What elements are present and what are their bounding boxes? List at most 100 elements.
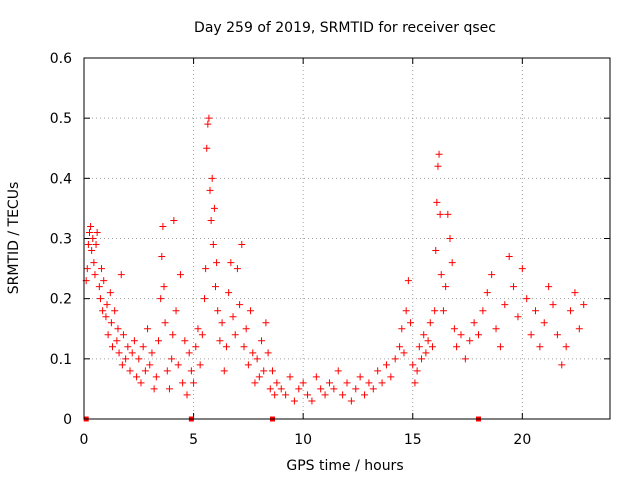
data-point: [141, 367, 149, 375]
data-point: [176, 271, 184, 279]
data-point: [172, 307, 180, 315]
data-point: [321, 391, 329, 399]
data-point: [352, 385, 360, 393]
data-point: [227, 259, 235, 267]
data-point: [470, 319, 478, 327]
data-point: [374, 367, 382, 375]
data-point: [88, 247, 96, 255]
data-point: [152, 373, 160, 381]
y-tick-label: 0.6: [50, 51, 72, 67]
data-point: [437, 271, 445, 279]
data-point: [96, 295, 104, 303]
data-point: [277, 385, 285, 393]
data-point: [247, 307, 255, 315]
data-point: [432, 247, 440, 255]
data-point: [466, 337, 474, 345]
data-point: [325, 379, 333, 387]
data-point: [334, 367, 342, 375]
data-point: [183, 391, 191, 399]
data-point: [258, 337, 266, 345]
data-point: [523, 295, 531, 303]
data-point: [431, 307, 439, 315]
data-point: [187, 367, 195, 375]
data-point: [113, 337, 121, 345]
data-point: [148, 349, 156, 357]
data-point: [222, 343, 230, 351]
data-point: [213, 259, 221, 267]
data-point: [111, 307, 119, 315]
data-point: [179, 379, 187, 387]
data-point: [157, 295, 165, 303]
data-point: [249, 349, 257, 357]
data-point: [190, 379, 198, 387]
data-point: [155, 337, 163, 345]
data-point: [210, 204, 218, 212]
data-point: [206, 186, 214, 194]
data-point: [130, 337, 138, 345]
data-point: [160, 283, 168, 291]
data-point: [356, 373, 364, 381]
data-point: [185, 349, 193, 357]
data-point: [444, 210, 452, 218]
data-point: [165, 385, 173, 393]
data-point: [158, 253, 166, 261]
data-point: [268, 367, 276, 375]
y-axis-label: SRMTID / TECUs: [6, 182, 22, 295]
data-point: [553, 331, 561, 339]
data-point: [422, 349, 430, 357]
data-point: [220, 367, 228, 375]
data-point: [253, 355, 261, 363]
data-point: [446, 235, 454, 242]
data-point: [343, 379, 351, 387]
data-point: [135, 355, 143, 363]
data-point: [505, 253, 513, 261]
data-point: [144, 325, 152, 333]
data-point: [387, 373, 395, 381]
data-point: [411, 379, 419, 387]
data-point: [531, 307, 539, 315]
data-point: [181, 337, 189, 345]
data-point: [312, 373, 320, 381]
data-point: [418, 355, 426, 363]
x-tick-label: 10: [294, 432, 312, 448]
data-point: [98, 265, 106, 273]
y-tick-label: 0.1: [50, 352, 72, 368]
y-tick-label: 0.5: [50, 111, 72, 127]
data-point: [84, 241, 92, 249]
data-point: [170, 216, 178, 224]
data-point: [282, 391, 290, 399]
data-point: [580, 301, 588, 309]
data-point: [433, 198, 441, 206]
data-point: [204, 120, 212, 128]
data-point: [92, 241, 100, 249]
data-point: [407, 319, 415, 327]
data-point: [122, 355, 130, 363]
data-point: [339, 391, 347, 399]
data-point: [106, 289, 114, 297]
y-tick-label: 0.2: [50, 292, 72, 308]
data-point: [562, 343, 570, 351]
data-point: [527, 331, 535, 339]
data-point: [439, 307, 447, 315]
data-point: [118, 361, 126, 369]
y-tick-label: 0.4: [50, 171, 72, 187]
data-point: [238, 241, 246, 249]
data-point: [290, 397, 298, 405]
data-point: [174, 361, 182, 369]
data-point: [450, 325, 458, 333]
data-point: [264, 349, 272, 357]
data-point: [93, 228, 101, 236]
data-point: [262, 319, 270, 327]
data-point: [396, 343, 404, 351]
data-point: [404, 277, 412, 285]
data-point: [514, 313, 522, 321]
data-point: [209, 241, 217, 249]
data-point: [369, 385, 377, 393]
data-point: [571, 289, 579, 297]
data-point: [365, 379, 373, 387]
data-point: [244, 361, 252, 369]
data-point: [271, 391, 279, 399]
data-point: [231, 331, 239, 339]
data-point: [218, 319, 226, 327]
data-point: [102, 313, 110, 321]
